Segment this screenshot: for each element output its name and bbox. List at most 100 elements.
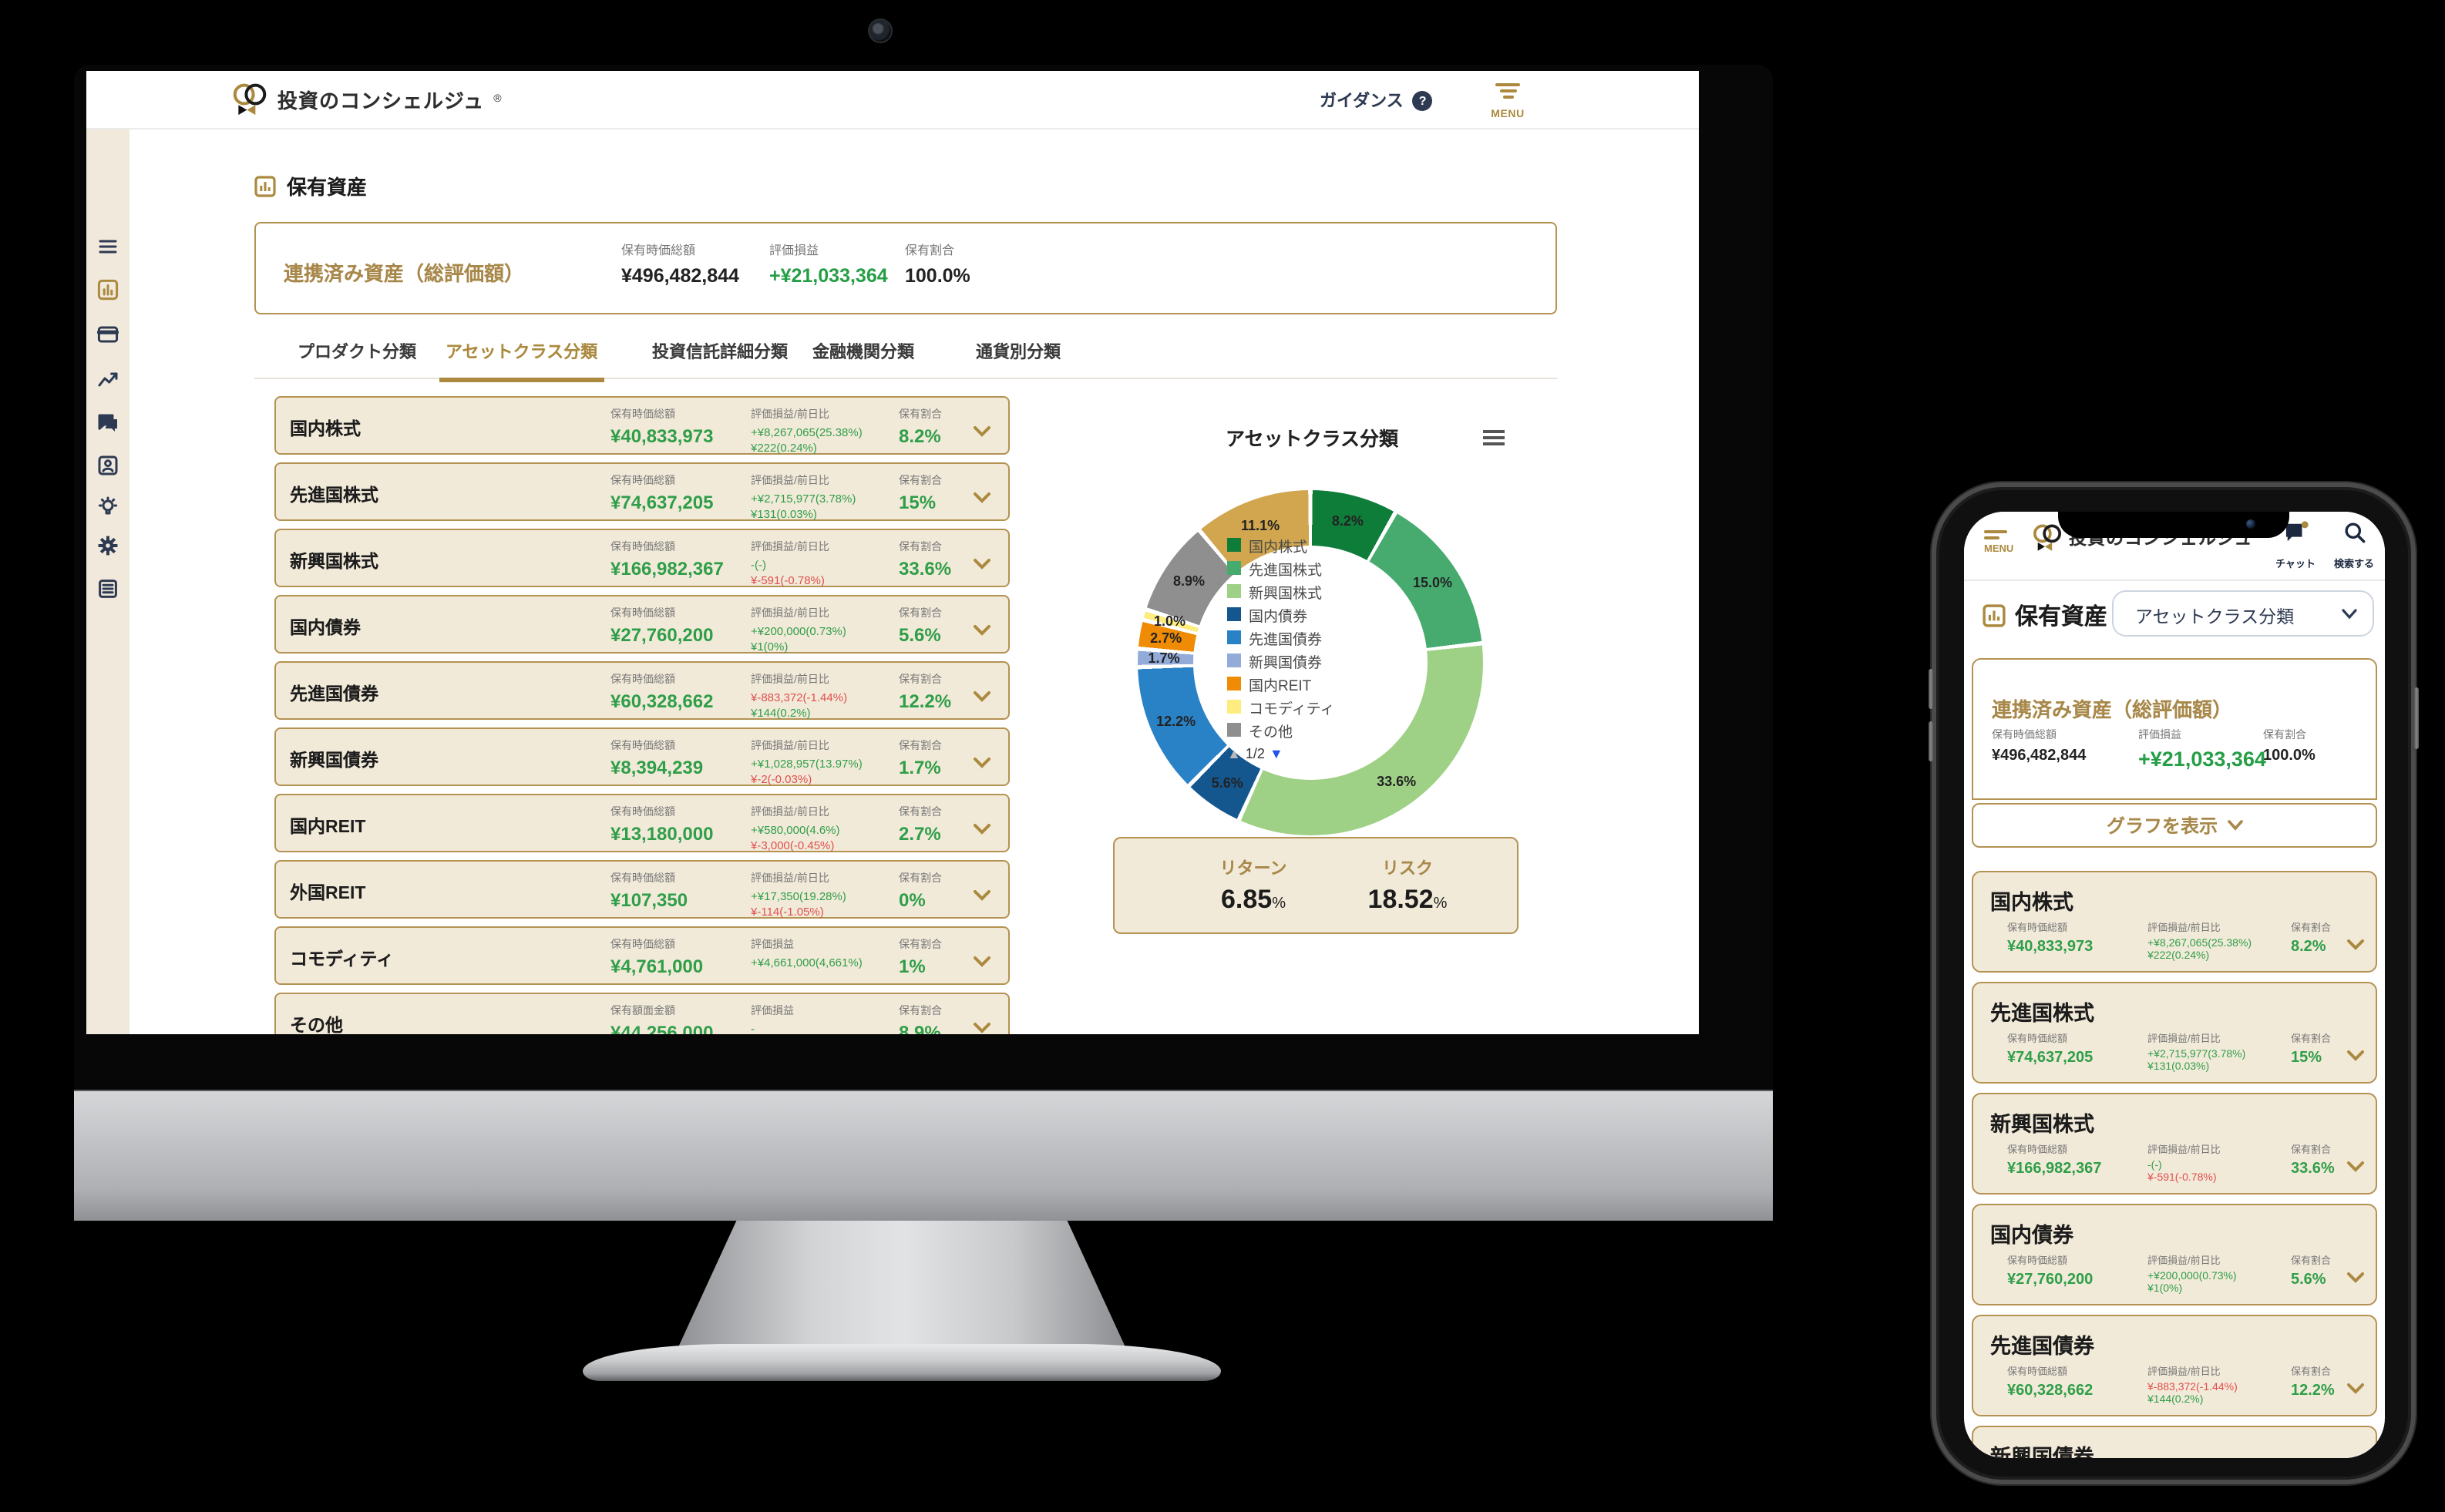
guidance-button[interactable]: ガイダンス ? [1320,88,1433,113]
asset-row-コモディティ[interactable]: コモディティ 保有時価総額 ¥4,761,000 評価損益 +¥4,661,00… [274,926,1010,985]
asset-row-新興国債券[interactable]: 新興国債券 保有時価総額 ¥8,394,239 評価損益/前日比 +¥1,028… [274,727,1010,786]
phone-asset-card-新興国株式[interactable]: 新興国株式 保有時価総額 ¥166,982,367 評価損益/前日比 -(-) … [1972,1093,2377,1194]
pl-line1: +¥200,000(0.73%) [2147,1272,2237,1282]
chevron-down-icon[interactable] [2346,1042,2365,1070]
legend-swatch [1227,723,1241,737]
chevron-down-icon[interactable] [973,484,991,512]
legend-item-コモディティ[interactable]: コモディティ [1227,695,1335,718]
legend-item-新興国株式[interactable]: 新興国株式 [1227,580,1335,603]
phone-asset-card-国内債券[interactable]: 国内債券 保有時価総額 ¥27,760,200 評価損益/前日比 +¥200,0… [1972,1204,2377,1305]
sidebar-item-card-icon[interactable] [96,324,119,345]
summary-col-1: 評価損益 +¥21,033,364 [769,242,888,287]
legend-label: その他 [1249,724,1293,741]
legend-label: 新興国債券 [1249,654,1323,671]
pl-line1: ¥-883,372(-1.44%) [2147,1383,2238,1393]
holdings-chart-icon [254,175,276,197]
chevron-down-icon [2227,820,2242,831]
chart-menu-icon[interactable] [1483,427,1505,449]
pl-label: 評価損益 [751,1006,794,1017]
chevron-down-icon[interactable] [973,882,991,909]
segment-label-5: 1.7% [1148,650,1180,667]
chevron-down-icon[interactable] [2346,1375,2365,1403]
sidebar-item-idea-bulb-icon[interactable] [97,496,119,518]
menu-button[interactable]: MENU [1481,80,1534,120]
legend-item-その他[interactable]: その他 [1227,718,1335,741]
pl-col: 評価損益/前日比 -(-) ¥-591(-0.78%) [751,539,897,587]
phone-chat-button[interactable]: チャット [2269,521,2322,570]
chevron-down-icon[interactable] [973,1014,991,1034]
phone-asset-card-先進国債券[interactable]: 先進国債券 保有時価総額 ¥60,328,662 評価損益/前日比 ¥-883,… [1972,1315,2377,1416]
legend-item-先進国債券[interactable]: 先進国債券 [1227,626,1335,649]
share-value: 15% [899,492,937,513]
legend-item-新興国債券[interactable]: 新興国債券 [1227,649,1335,672]
monitor-stand-base [583,1344,1221,1381]
sidebar-item-dashboard-chart-icon[interactable] [97,279,119,301]
amount-value: ¥27,760,200 [2007,1272,2094,1289]
amount-col: 保有時価総額 ¥74,637,205 [610,473,713,513]
chevron-down-icon[interactable] [973,617,991,644]
chevron-down-icon[interactable] [2346,1153,2365,1181]
legend-item-国内債券[interactable]: 国内債券 [1227,603,1335,626]
amount-label: 保有時価総額 [2007,1034,2067,1045]
legend-swatch [1227,607,1241,621]
pl-col: 評価損益/前日比 +¥17,350(19.28%) ¥-114(-1.05%) [751,871,897,919]
show-graph-button[interactable]: グラフを表示 [1972,803,2377,848]
classification-select[interactable]: アセットクラス分類 [2112,590,2374,637]
chevron-down-icon[interactable] [2346,1264,2365,1292]
sidebar-item-trend-chart-icon[interactable] [97,368,119,390]
asset-row-先進国株式[interactable]: 先進国株式 保有時価総額 ¥74,637,205 評価損益/前日比 +¥2,71… [274,462,1010,521]
sidebar-item-news-document-icon[interactable] [97,578,119,600]
chevron-down-icon[interactable] [973,550,991,578]
chart-legend: 国内株式 先進国株式 新興国株式 国内債券 先進国債券 新興国債券 国内REIT… [1227,533,1335,764]
phone-screen: MENU 投資のコンシェルジュ チャット [1964,512,2385,1458]
sidebar-item-chat-icon[interactable] [97,412,119,433]
asset-row-国内株式[interactable]: 国内株式 保有時価総額 ¥40,833,973 評価損益/前日比 +¥8,267… [274,396,1010,455]
chevron-down-icon[interactable] [973,749,991,777]
contact-card-icon [98,455,118,475]
asset-row-国内REIT[interactable]: 国内REIT 保有時価総額 ¥13,180,000 評価損益/前日比 +¥580… [274,794,1010,852]
chevron-down-icon[interactable] [973,418,991,445]
phone-search-button[interactable]: 検索する [2328,521,2380,570]
asset-row-その他[interactable]: その他 保有額面金額 ¥44,256,000 評価損益 - 保有割合 8.9% [274,993,1010,1034]
chevron-down-icon[interactable] [2346,931,2365,959]
legend-item-国内REIT[interactable]: 国内REIT [1227,672,1335,695]
card-icon [96,326,119,343]
phone-menu-button[interactable]: MENU [1984,526,2024,554]
pl-label: 評価損益 [751,940,794,951]
sidebar-item-menu-icon[interactable] [97,236,119,257]
amount-label: 保有時価総額 [2007,1145,2067,1156]
webcam-dot [868,18,893,43]
return-risk-card: リターン 6.85% リスク 18.52% [1113,837,1518,934]
legend-item-先進国株式[interactable]: 先進国株式 [1227,556,1335,580]
pl-line2: ¥-3,000(-0.45%) [751,838,835,852]
phone-asset-card-先進国株式[interactable]: 先進国株式 保有時価総額 ¥74,637,205 評価損益/前日比 +¥2,71… [1972,982,2377,1084]
sidebar-item-contact-card-icon[interactable] [97,455,119,476]
tab-投資信託詳細分類[interactable]: 投資信託詳細分類 [652,344,788,362]
chevron-down-icon[interactable] [973,948,991,976]
phone-asset-card-国内株式[interactable]: 国内株式 保有時価総額 ¥40,833,973 評価損益/前日比 +¥8,267… [1972,871,2377,973]
brand-logo[interactable]: 投資のコンシェルジュ ® [231,82,502,116]
asset-row-国内債券[interactable]: 国内債券 保有時価総額 ¥27,760,200 評価損益/前日比 +¥200,0… [274,595,1010,654]
sidebar-item-settings-gear-icon[interactable] [97,535,119,556]
legend-item-国内株式[interactable]: 国内株式 [1227,533,1335,556]
phone-summary-col-1: 評価損益 +¥21,033,364 [2138,727,2266,771]
asset-row-先進国債券[interactable]: 先進国債券 保有時価総額 ¥60,328,662 評価損益/前日比 ¥-883,… [274,661,1010,720]
asset-row-新興国株式[interactable]: 新興国株式 保有時価総額 ¥166,982,367 評価損益/前日比 -(-) … [274,529,1010,587]
legend-page-down-icon[interactable]: ▼ [1269,745,1283,761]
tab-通貨別分類[interactable]: 通貨別分類 [976,344,1061,362]
tab-プロダクト分類[interactable]: プロダクト分類 [298,344,416,362]
legend-page-up-icon[interactable]: ▲ [1227,745,1241,761]
chevron-down-icon[interactable] [973,683,991,711]
chevron-down-icon[interactable] [973,815,991,843]
asset-row-外国REIT[interactable]: 外国REIT 保有時価総額 ¥107,350 評価損益/前日比 +¥17,350… [274,860,1010,919]
phone-asset-card-新興国債券[interactable]: 新興国債券 保有時価総額 ¥8,394,239 評価損益/前日比 +¥1,028… [1972,1426,2377,1458]
share-value: 12.2% [899,690,952,712]
share-value: 33.6% [899,558,952,580]
help-icon[interactable]: ? [1412,90,1433,110]
asset-name: 外国REIT [290,885,366,903]
tab-金融機関分類[interactable]: 金融機関分類 [812,344,914,362]
share-col: 保有割合 0% [899,871,942,911]
summary-col-label: 保有時価総額 [1992,731,2057,741]
pl-line1: +¥8,267,065(25.38%) [2147,939,2252,949]
tab-アセットクラス分類[interactable]: アセットクラス分類 [439,339,604,382]
